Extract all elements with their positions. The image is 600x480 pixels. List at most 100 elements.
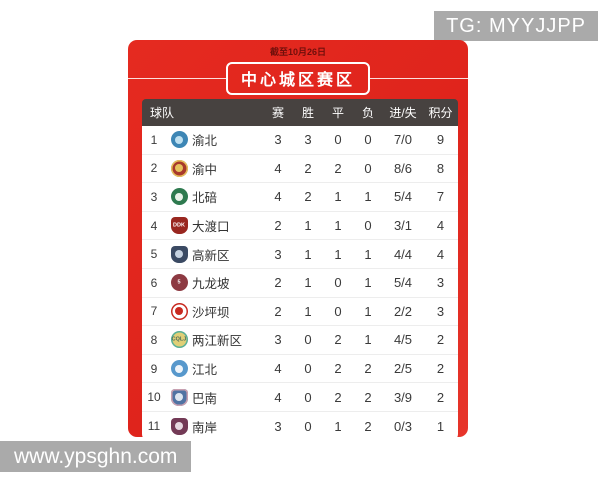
col-header-goals: 进/失 bbox=[389, 106, 417, 120]
team-points: 4 bbox=[436, 218, 445, 234]
watermark-telegram: TG: MYYJJPP bbox=[434, 11, 598, 41]
team-played: 4 bbox=[274, 160, 282, 176]
team-goals: 0/3 bbox=[393, 418, 413, 434]
team-rank: 3 bbox=[150, 189, 158, 204]
team-name: 两江新区 bbox=[192, 334, 243, 349]
team-lost: 0 bbox=[364, 218, 372, 234]
col-header-points: 积分 bbox=[428, 106, 453, 120]
team-won: 1 bbox=[304, 303, 312, 319]
date-note: 截至10月26日 bbox=[269, 47, 327, 57]
team-drawn: 1 bbox=[334, 218, 342, 234]
team-rank: 11 bbox=[147, 419, 161, 434]
team-name: 北碚 bbox=[192, 191, 218, 206]
standings-table: 球队 赛 胜 平 负 进/失 积分 1 渝北 3 3 0 0 7/0 9 2 bbox=[142, 99, 458, 437]
team-name: 巴南 bbox=[192, 391, 218, 406]
team-drawn: 2 bbox=[334, 361, 342, 377]
table-row: 8 CQLJ 两江新区 3 0 2 1 4/5 2 bbox=[142, 326, 458, 355]
team-name: 沙坪坝 bbox=[192, 305, 230, 320]
team-drawn: 2 bbox=[334, 332, 342, 348]
table-row: 9 江北 4 0 2 2 2/5 2 bbox=[142, 355, 458, 384]
team-won: 1 bbox=[304, 275, 312, 291]
team-points: 2 bbox=[436, 361, 445, 377]
team-lost: 1 bbox=[364, 332, 372, 348]
team-played: 4 bbox=[274, 361, 282, 377]
team-won: 1 bbox=[304, 218, 312, 234]
table-row: 3 北碚 4 2 1 1 5/4 7 bbox=[142, 183, 458, 212]
team-points: 3 bbox=[436, 303, 445, 319]
team-played: 3 bbox=[274, 132, 282, 148]
team-rank: 6 bbox=[150, 275, 158, 290]
team-lost: 2 bbox=[364, 389, 372, 405]
team-goals: 4/5 bbox=[393, 332, 413, 348]
team-name: 高新区 bbox=[192, 248, 230, 263]
team-goals: 2/5 bbox=[393, 361, 413, 377]
team-won: 2 bbox=[304, 160, 312, 176]
team-played: 2 bbox=[274, 303, 282, 319]
team-logo-text: DDK bbox=[173, 221, 185, 228]
team-rank: 7 bbox=[150, 304, 158, 319]
standings-card: 截至10月26日 中心城区赛区 球队 赛 胜 平 负 进/失 积分 1 bbox=[128, 40, 468, 437]
watermark-website: www.ypsghn.com bbox=[0, 441, 192, 472]
table-row: 4 DDK 大渡口 2 1 1 0 3/1 4 bbox=[142, 212, 458, 241]
team-logo-icon bbox=[170, 360, 188, 378]
team-points: 2 bbox=[436, 389, 445, 405]
team-points: 9 bbox=[436, 132, 445, 148]
team-drawn: 1 bbox=[334, 189, 342, 205]
team-name: 南岸 bbox=[192, 420, 218, 435]
title-divider-right bbox=[370, 77, 468, 79]
col-header-played: 赛 bbox=[271, 106, 284, 120]
team-rank: 2 bbox=[150, 161, 158, 176]
team-logo-inner bbox=[175, 307, 183, 316]
team-goals: 7/0 bbox=[393, 132, 413, 148]
team-logo-icon bbox=[170, 188, 188, 206]
team-points: 7 bbox=[436, 189, 445, 205]
team-drawn: 0 bbox=[334, 132, 342, 148]
team-goals: 3/1 bbox=[393, 218, 413, 234]
team-played: 4 bbox=[274, 389, 282, 405]
team-logo-icon: DDK bbox=[170, 217, 188, 235]
team-logo-inner bbox=[175, 422, 183, 431]
team-name: 九龙坡 bbox=[192, 277, 230, 292]
watermark-website-text: www.ypsghn.com bbox=[14, 444, 178, 468]
team-won: 3 bbox=[304, 132, 312, 148]
team-logo-icon: CQLJ bbox=[170, 331, 188, 349]
team-rank: 8 bbox=[150, 332, 158, 347]
team-goals: 8/6 bbox=[393, 160, 413, 176]
team-rank: 10 bbox=[147, 390, 161, 405]
team-logo-icon bbox=[170, 131, 188, 149]
team-logo-text: CQLJ bbox=[171, 336, 187, 343]
team-logo-text: 5 bbox=[177, 279, 181, 286]
col-header-lost: 负 bbox=[361, 106, 374, 120]
watermark-telegram-text: TG: MYYJJPP bbox=[446, 14, 586, 37]
team-goals: 5/4 bbox=[393, 275, 413, 291]
team-logo-icon bbox=[170, 159, 188, 177]
team-lost: 1 bbox=[364, 275, 372, 291]
team-played: 2 bbox=[274, 218, 282, 234]
team-points: 1 bbox=[436, 418, 445, 434]
team-logo-inner bbox=[175, 192, 183, 201]
team-name: 渝北 bbox=[192, 134, 218, 149]
col-header-drawn: 平 bbox=[331, 106, 344, 120]
team-drawn: 0 bbox=[334, 303, 342, 319]
team-name: 渝中 bbox=[192, 162, 218, 177]
table-row: 10 巴南 4 0 2 2 3/9 2 bbox=[142, 383, 458, 412]
table-row: 7 沙坪坝 2 1 0 1 2/2 3 bbox=[142, 298, 458, 327]
title-divider-left bbox=[128, 77, 226, 79]
team-won: 1 bbox=[304, 246, 312, 262]
team-lost: 0 bbox=[364, 132, 372, 148]
team-drawn: 0 bbox=[334, 275, 342, 291]
team-drawn: 1 bbox=[334, 418, 342, 434]
team-logo-icon bbox=[170, 245, 188, 263]
team-points: 4 bbox=[436, 246, 445, 262]
team-lost: 1 bbox=[364, 303, 372, 319]
team-rank: 1 bbox=[150, 132, 158, 147]
col-header-team: 球队 bbox=[150, 106, 175, 120]
team-played: 2 bbox=[274, 275, 282, 291]
team-rank: 4 bbox=[150, 218, 158, 233]
team-goals: 4/4 bbox=[393, 246, 413, 262]
team-goals: 5/4 bbox=[393, 189, 413, 205]
title-row: 中心城区赛区 bbox=[128, 61, 468, 95]
team-logo-inner bbox=[175, 164, 183, 173]
team-rank: 9 bbox=[150, 361, 158, 376]
team-logo-inner bbox=[175, 135, 183, 144]
